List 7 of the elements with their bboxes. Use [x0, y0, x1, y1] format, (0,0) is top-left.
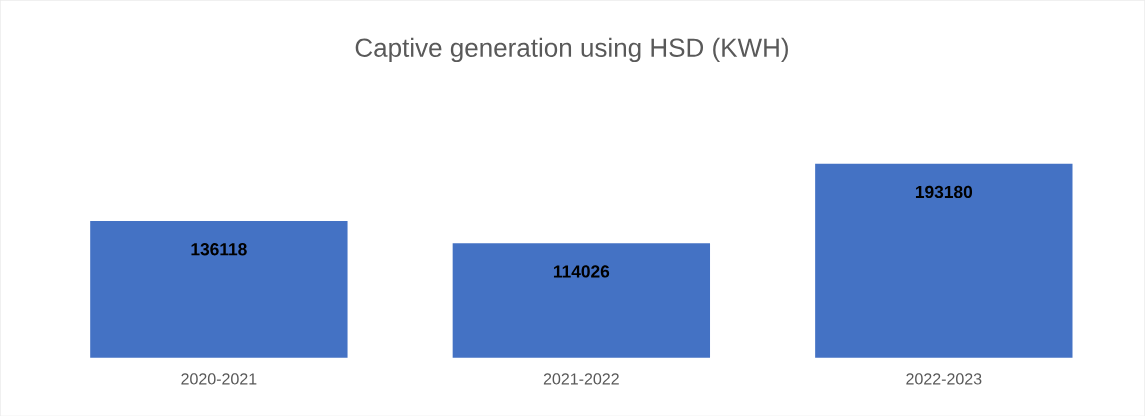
data-label: 114026	[553, 265, 610, 278]
x-tick-label: 2020-2021	[181, 373, 257, 385]
chart-title: Captive generation using HSD (KWH)	[355, 37, 788, 62]
x-tick-label: 2022-2023	[906, 373, 982, 385]
x-tick-label: 2021-2022	[543, 373, 619, 385]
data-label: 193180	[915, 185, 973, 198]
data-label: 136118	[191, 242, 247, 256]
